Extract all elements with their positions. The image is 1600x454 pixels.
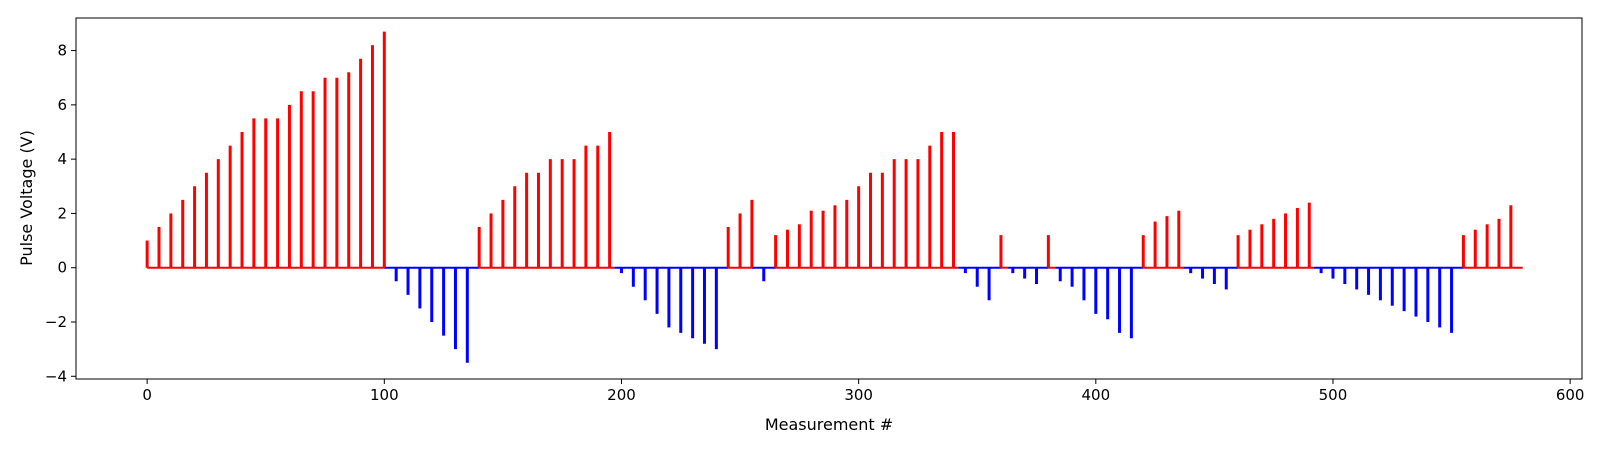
x-tick-label: 300 bbox=[844, 386, 873, 404]
y-tick-label: 8 bbox=[57, 42, 67, 60]
pulse-layer bbox=[145, 31, 1513, 363]
y-tick-label: 2 bbox=[57, 204, 67, 222]
x-axis-ticks: 0 100 200 300 400 500 600 bbox=[142, 379, 1584, 404]
x-tick-label: 600 bbox=[1556, 386, 1585, 404]
y-tick-label: 4 bbox=[57, 150, 67, 168]
x-axis-label: Measurement # bbox=[765, 415, 893, 434]
x-tick-label: 0 bbox=[142, 386, 152, 404]
x-tick-label: 500 bbox=[1319, 386, 1348, 404]
x-tick-label: 200 bbox=[607, 386, 636, 404]
y-tick-label: 0 bbox=[57, 259, 67, 277]
x-tick-label: 400 bbox=[1081, 386, 1110, 404]
x-tick-label: 100 bbox=[370, 386, 399, 404]
y-axis-ticks: −4 −2 0 2 4 6 8 bbox=[45, 42, 76, 385]
plot-frame bbox=[75, 17, 1583, 380]
y-axis-label: Pulse Voltage (V) bbox=[17, 130, 36, 266]
y-tick-label: 6 bbox=[57, 96, 67, 114]
y-tick-label: −4 bbox=[45, 367, 67, 385]
y-tick-label: −2 bbox=[45, 313, 67, 331]
